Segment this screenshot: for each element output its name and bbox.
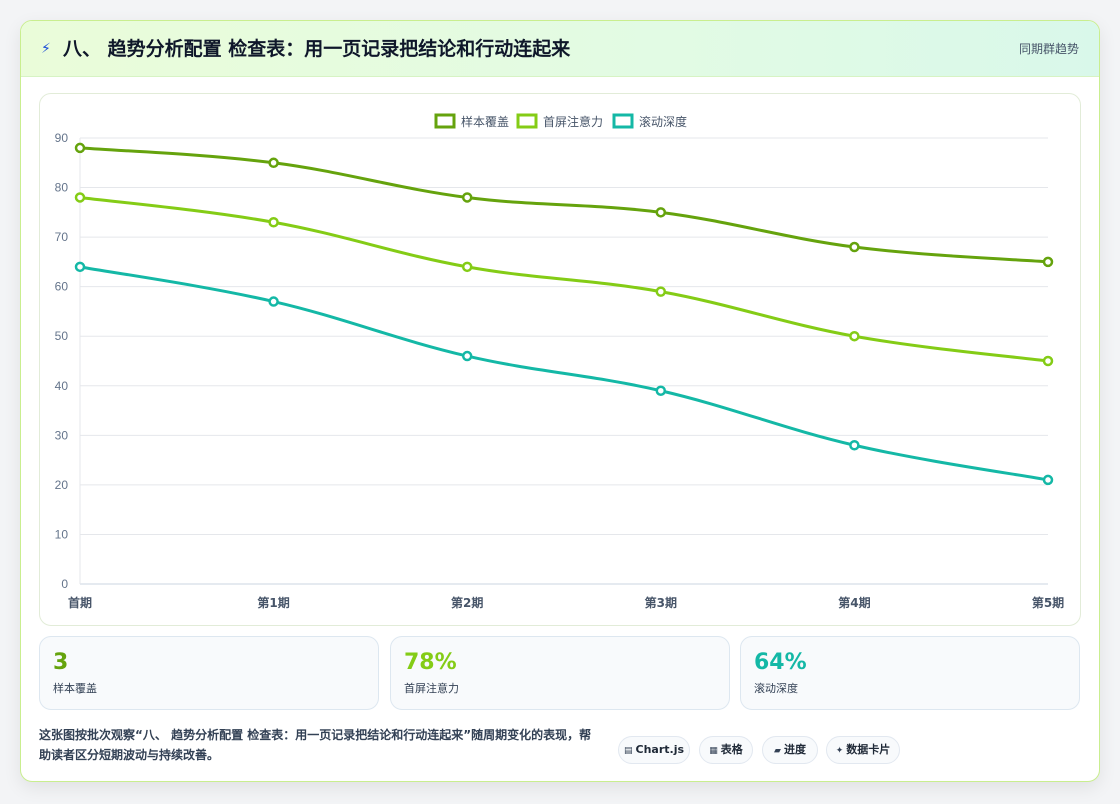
y-tick-label: 40 — [55, 379, 69, 393]
x-tick-label: 第3期 — [645, 595, 677, 610]
legend-swatch — [612, 113, 634, 129]
stat-card-scroll: 64% 滚动深度 — [740, 636, 1080, 710]
data-point — [849, 241, 860, 253]
y-tick-label: 60 — [55, 280, 69, 294]
x-tick-label: 第1期 — [257, 595, 289, 610]
stat-value: 78% — [404, 650, 457, 675]
data-point — [461, 192, 473, 203]
data-point — [1042, 474, 1054, 486]
stat-card-sample: 3 样本覆盖 — [39, 636, 379, 710]
data-point — [74, 261, 86, 273]
pill-chartjs[interactable]: ▤ Chart.js — [618, 736, 690, 764]
data-point — [268, 216, 279, 228]
data-point — [74, 142, 86, 154]
report-card: ⚡ 八、 趋势分析配置 检查表：用一页记录把结论和行动连起来 同期群趋势 0 10… — [20, 20, 1100, 782]
data-point — [1042, 256, 1054, 268]
x-tick-label: 首期 — [68, 595, 92, 610]
lightning-icon: ⚡ — [41, 41, 51, 57]
y-tick-label: 0 — [61, 577, 68, 591]
table-icon: ▦ — [709, 746, 718, 756]
pill-table[interactable]: ▦ 表格 — [699, 736, 753, 764]
stat-card-attention: 78% 首屏注意力 — [390, 636, 730, 710]
series-line — [78, 195, 1050, 363]
pill-data-card[interactable]: ✦ 数据卡片 — [826, 736, 900, 764]
data-point — [461, 261, 473, 273]
data-point — [1042, 355, 1054, 367]
legend-label: 滚动深度 — [639, 114, 687, 129]
x-tick-label: 第5期 — [1032, 595, 1064, 610]
data-point — [849, 439, 860, 451]
sparkle-icon: ✦ — [835, 746, 844, 756]
data-point — [268, 296, 279, 307]
data-point — [655, 286, 667, 297]
stat-value: 64% — [754, 650, 807, 675]
pill-label: Chart.js — [635, 743, 685, 756]
data-point — [655, 207, 667, 218]
series-line — [78, 146, 1050, 264]
pill-label: 数据卡片 — [846, 743, 891, 756]
data-point — [268, 157, 279, 169]
cohort-trend-link[interactable]: 同期群趋势 — [1018, 42, 1079, 56]
data-point — [74, 192, 86, 203]
legend-label: 首屏注意力 — [543, 114, 603, 129]
legend-swatch — [434, 113, 456, 129]
data-point — [849, 330, 860, 342]
stat-value: 3 — [53, 650, 69, 675]
stat-label: 样本覆盖 — [53, 682, 97, 695]
chart-description: 这张图按批次观察“八、 趋势分析配置 检查表：用一页记录把结论和行动连起来”随周… — [39, 728, 592, 762]
chart-svg: 0 10 20 30 40 50 60 70 80 90 首期 第1期 第2期 第3期 第4期 第5期 样本覆盖… — [55, 113, 1064, 610]
progress-icon: ▰ — [774, 746, 781, 756]
legend-label: 样本覆盖 — [461, 114, 509, 129]
y-tick-label: 50 — [55, 329, 69, 343]
legend-swatch — [516, 113, 538, 129]
y-tick-label: 70 — [55, 230, 69, 244]
card-header: ⚡ 八、 趋势分析配置 检查表：用一页记录把结论和行动连起来 同期群趋势 — [21, 21, 1099, 77]
pill-label: 表格 — [720, 743, 743, 756]
y-tick-label: 20 — [55, 478, 69, 492]
pill-label: 进度 — [783, 743, 806, 756]
x-tick-label: 第2期 — [451, 595, 483, 610]
line-chart: 0 10 20 30 40 50 60 70 80 90 首期 第1期 第2期 第3期 第4期 第5期 样本覆盖… — [39, 93, 1081, 626]
y-tick-label: 10 — [55, 527, 69, 541]
y-tick-label: 80 — [55, 181, 69, 195]
stat-label: 滚动深度 — [754, 682, 798, 695]
series-line — [78, 265, 1050, 482]
chart-icon: ▤ — [623, 746, 633, 756]
y-tick-label: 90 — [55, 131, 69, 145]
page-title: 八、 趋势分析配置 检查表：用一页记录把结论和行动连起来 — [63, 38, 571, 60]
pill-progress[interactable]: ▰ 进度 — [762, 736, 818, 764]
data-point — [655, 385, 667, 396]
y-tick-label: 30 — [55, 428, 69, 442]
stat-label: 首屏注意力 — [404, 682, 459, 695]
data-point — [461, 350, 473, 362]
x-tick-label: 第4期 — [838, 595, 870, 610]
